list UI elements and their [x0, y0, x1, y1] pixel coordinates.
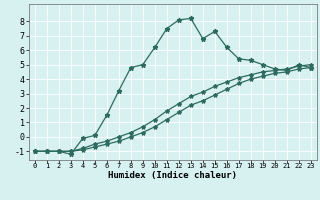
X-axis label: Humidex (Indice chaleur): Humidex (Indice chaleur) — [108, 171, 237, 180]
